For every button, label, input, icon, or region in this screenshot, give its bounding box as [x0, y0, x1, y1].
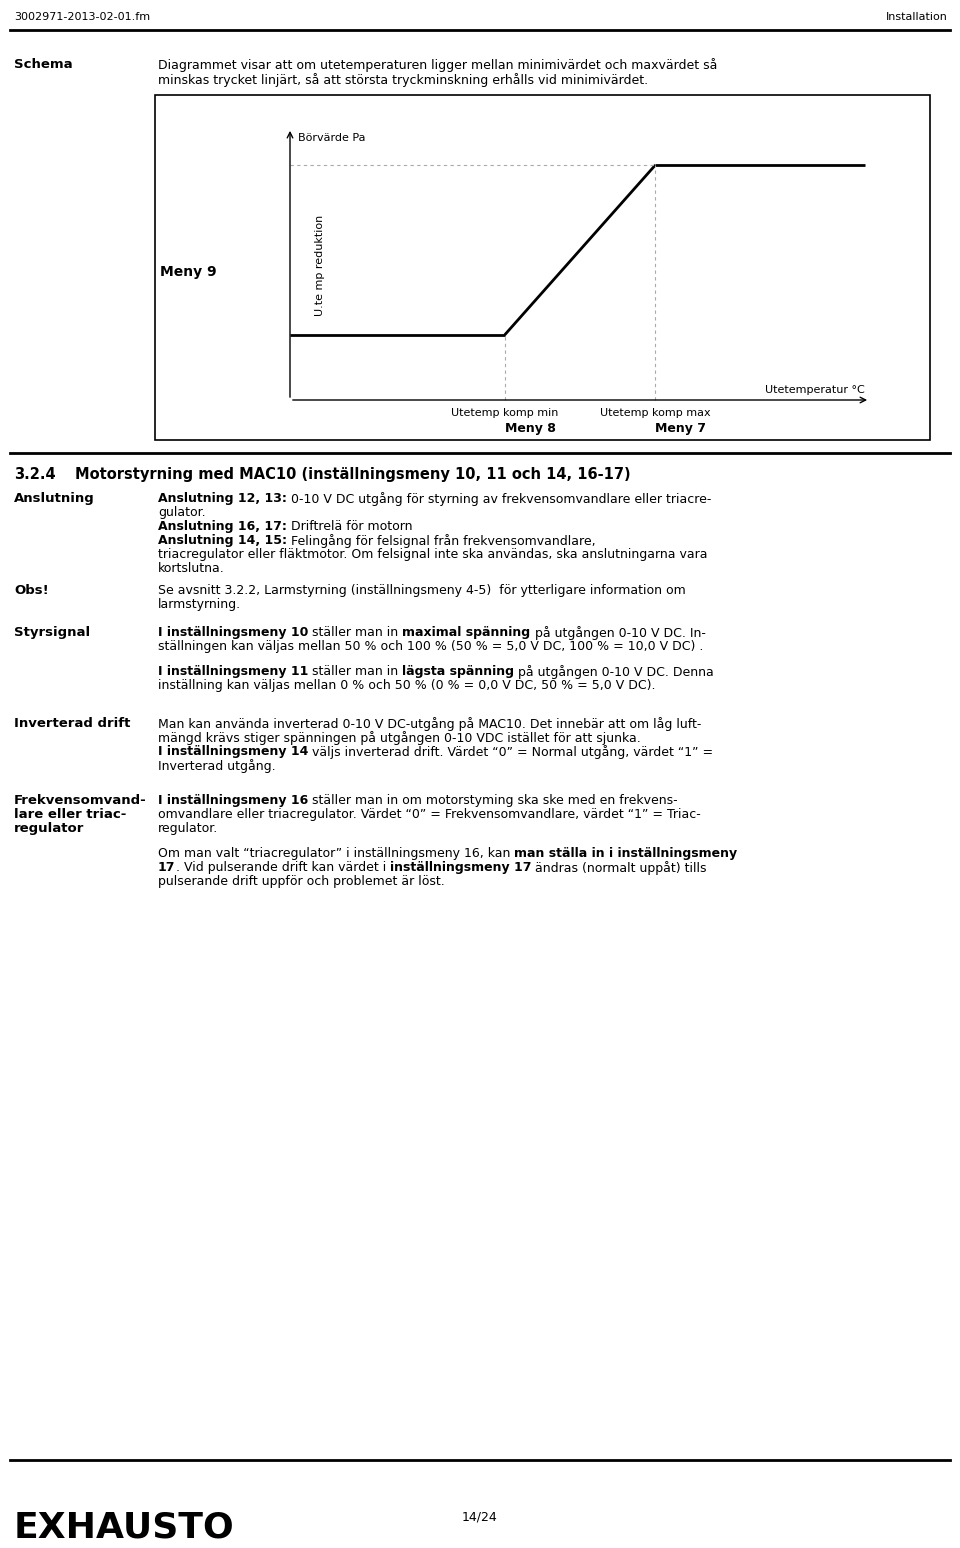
Text: regulator: regulator — [14, 822, 84, 834]
Text: Diagrammet visar att om utetemperaturen ligger mellan minimivärdet och maxvärdet: Diagrammet visar att om utetemperaturen … — [158, 57, 717, 71]
Text: ställer man in: ställer man in — [308, 666, 402, 678]
Text: Om man valt “triacregulator” i inställningsmeny 16, kan: Om man valt “triacregulator” i inställni… — [158, 847, 515, 861]
Text: väljs inverterad drift. Värdet “0” = Normal utgång, värdet “1” =: väljs inverterad drift. Värdet “0” = Nor… — [308, 745, 713, 759]
Text: lägsta spänning: lägsta spänning — [402, 666, 515, 678]
Text: I inställningsmeny 10: I inställningsmeny 10 — [158, 625, 308, 639]
Text: EXHAUSTO: EXHAUSTO — [14, 1509, 235, 1543]
Text: maximal spänning: maximal spänning — [402, 625, 531, 639]
Text: Styrsignal: Styrsignal — [14, 625, 90, 639]
Text: inställningsmeny 17: inställningsmeny 17 — [390, 861, 531, 875]
Text: 3002971-2013-02-01.fm: 3002971-2013-02-01.fm — [14, 12, 150, 22]
Text: I inställningsmeny 14: I inställningsmeny 14 — [158, 745, 308, 759]
Text: gulator.: gulator. — [158, 506, 205, 519]
Text: Se avsnitt 3.2.2, Larmstyrning (inställningsmeny 4-5)  för ytterligare informati: Se avsnitt 3.2.2, Larmstyrning (inställn… — [158, 584, 685, 598]
Text: ändras (normalt uppåt) tills: ändras (normalt uppåt) tills — [531, 861, 707, 875]
Text: kortslutna.: kortslutna. — [158, 562, 225, 574]
Text: ställningen kan väljas mellan 50 % och 100 % (50 % = 5,0 V DC, 100 % = 10,0 V DC: ställningen kan väljas mellan 50 % och 1… — [158, 639, 704, 653]
Text: omvandlare eller triacregulator. Värdet “0” = Frekvensomvandlare, värdet “1” = T: omvandlare eller triacregulator. Värdet … — [158, 808, 701, 820]
Text: 17: 17 — [158, 861, 176, 875]
Text: Anslutning 14, 15:: Anslutning 14, 15: — [158, 534, 287, 546]
Text: på utgången 0-10 V DC. Denna: på utgången 0-10 V DC. Denna — [515, 666, 714, 680]
Text: Utetemp komp max: Utetemp komp max — [600, 409, 710, 418]
Text: I inställningsmeny 16: I inställningsmeny 16 — [158, 794, 308, 807]
Text: 14/24: 14/24 — [462, 1509, 498, 1523]
Text: inställning kan väljas mellan 0 % och 50 % (0 % = 0,0 V DC, 50 % = 5,0 V DC).: inställning kan väljas mellan 0 % och 50… — [158, 680, 656, 692]
Text: Driftrelä för motorn: Driftrelä för motorn — [287, 520, 413, 533]
Text: Utetemperatur °C: Utetemperatur °C — [765, 385, 865, 395]
Text: lare eller triac-: lare eller triac- — [14, 808, 127, 820]
Text: Obs!: Obs! — [14, 584, 49, 598]
Text: U.te mp reduktion: U.te mp reduktion — [315, 214, 325, 316]
Text: Anslutning 12, 13:: Anslutning 12, 13: — [158, 492, 287, 505]
Text: triacregulator eller fläktmotor. Om felsignal inte ska användas, ska anslutninga: triacregulator eller fläktmotor. Om fels… — [158, 548, 708, 560]
Text: Schema: Schema — [14, 57, 73, 71]
Text: man ställa in i inställningsmeny: man ställa in i inställningsmeny — [515, 847, 737, 861]
Text: mängd krävs stiger spänningen på utgången 0-10 VDC istället för att sjunka.: mängd krävs stiger spänningen på utgånge… — [158, 731, 640, 745]
Text: . Vid pulserande drift kan värdet i: . Vid pulserande drift kan värdet i — [176, 861, 390, 875]
Text: Felingång för felsignal från frekvensomvandlare,: Felingång för felsignal från frekvensomv… — [287, 534, 595, 548]
Text: på utgången 0-10 V DC. In-: på utgången 0-10 V DC. In- — [531, 625, 706, 639]
Text: Installation: Installation — [886, 12, 948, 22]
Text: Anslutning 16, 17:: Anslutning 16, 17: — [158, 520, 287, 533]
Text: Börvärde Pa: Börvärde Pa — [298, 133, 366, 142]
Text: Meny 8: Meny 8 — [505, 423, 556, 435]
Text: Man kan använda inverterad 0-10 V DC-utgång på MAC10. Det innebär att om låg luf: Man kan använda inverterad 0-10 V DC-utg… — [158, 717, 702, 731]
Text: Utetemp komp min: Utetemp komp min — [451, 409, 559, 418]
Text: Motorstyrning med MAC10 (inställningsmeny 10, 11 och 14, 16-17): Motorstyrning med MAC10 (inställningsmen… — [75, 467, 631, 481]
Text: minskas trycket linjärt, så att största tryckminskning erhålls vid minimivärdet.: minskas trycket linjärt, så att största … — [158, 73, 648, 87]
Text: I inställningsmeny 11: I inställningsmeny 11 — [158, 666, 308, 678]
Text: 0-10 V DC utgång för styrning av frekvensomvandlare eller triacre-: 0-10 V DC utgång för styrning av frekven… — [287, 492, 711, 506]
Text: Frekvensomvand-: Frekvensomvand- — [14, 794, 147, 807]
Text: 3.2.4: 3.2.4 — [14, 467, 56, 481]
Bar — [155, 94, 930, 440]
Text: Inverterad utgång.: Inverterad utgång. — [158, 759, 276, 772]
Text: Anslutning: Anslutning — [14, 492, 95, 505]
Text: Inverterad drift: Inverterad drift — [14, 717, 131, 731]
Text: ställer man in: ställer man in — [308, 625, 402, 639]
Text: Meny 7: Meny 7 — [656, 423, 707, 435]
Text: pulserande drift uppför och problemet är löst.: pulserande drift uppför och problemet är… — [158, 875, 444, 889]
Text: ställer man in om motorstyming ska ske med en frekvens-: ställer man in om motorstyming ska ske m… — [308, 794, 678, 807]
Text: Meny 9: Meny 9 — [160, 265, 217, 279]
Text: larmstyrning.: larmstyrning. — [158, 598, 241, 611]
Text: regulator.: regulator. — [158, 822, 218, 834]
